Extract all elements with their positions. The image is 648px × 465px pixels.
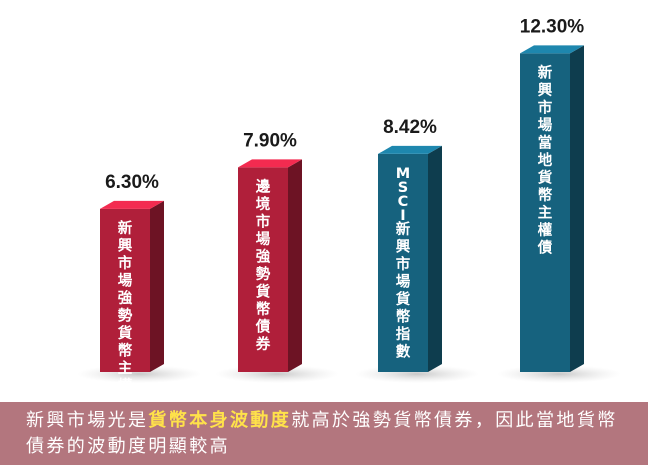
bar-value-label: 7.90% — [243, 130, 297, 151]
bar — [378, 153, 428, 372]
bar-chart: 6.30% 新興市場強勢貨幣主權債 7.90% 邊境市場強勢貨幣債券 8.42% MSCI… — [77, 16, 621, 402]
bar — [520, 53, 570, 373]
bar-side — [570, 45, 584, 373]
bar — [238, 167, 288, 372]
bar-value-label: 8.42% — [383, 117, 437, 138]
bar-side — [428, 145, 442, 372]
bar-category-label: 邊境市場強勢貨幣債券 — [255, 177, 271, 353]
bar-value-label: 6.30% — [105, 172, 159, 193]
bar-category-label: 新興市場當地貨幣主權債 — [537, 63, 553, 256]
bar-side — [150, 200, 164, 372]
bar-top — [520, 45, 584, 54]
bar-category-label: M S C I 新興市場貨幣指數 — [396, 166, 411, 361]
bar — [100, 208, 150, 372]
bar-side — [288, 159, 302, 372]
bar-category-label: 新興市場強勢貨幣主權債 — [117, 219, 133, 402]
bar-top — [238, 159, 302, 168]
bar-top — [100, 200, 164, 209]
caption-text-2: 就高於強勢貨幣債券，因此當地貨幣債券的波動度明顯較高 — [26, 410, 618, 457]
bar-top — [378, 145, 442, 154]
caption-text-1: 新興市場光是 — [26, 410, 149, 431]
caption-highlight: 貨幣本身波動度 — [148, 410, 292, 431]
bar-value-label: 12.30% — [520, 16, 585, 37]
caption-banner: 新興市場光是貨幣本身波動度就高於強勢貨幣債券，因此當地貨幣債券的波動度明顯較高 — [0, 402, 648, 465]
